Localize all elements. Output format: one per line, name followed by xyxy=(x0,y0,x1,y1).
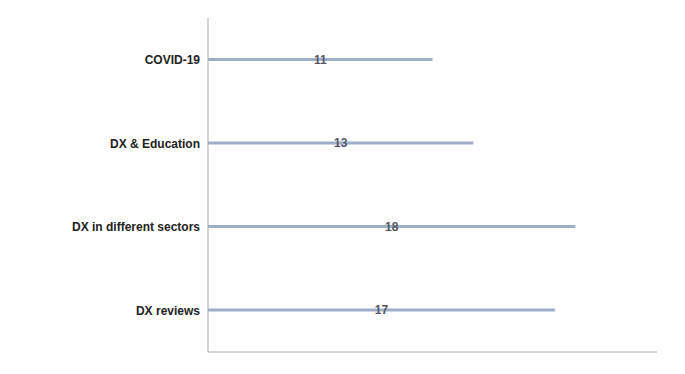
svg-text:13: 13 xyxy=(334,136,348,150)
svg-text:18: 18 xyxy=(385,220,399,234)
svg-text:DX in different sectors: DX in different sectors xyxy=(72,220,200,234)
svg-text:11: 11 xyxy=(314,53,327,67)
svg-text:DX reviews: DX reviews xyxy=(136,304,200,318)
svg-text:COVID-19: COVID-19 xyxy=(145,53,201,67)
svg-text:DX & Education: DX & Education xyxy=(110,137,200,151)
svg-text:17: 17 xyxy=(375,303,389,317)
